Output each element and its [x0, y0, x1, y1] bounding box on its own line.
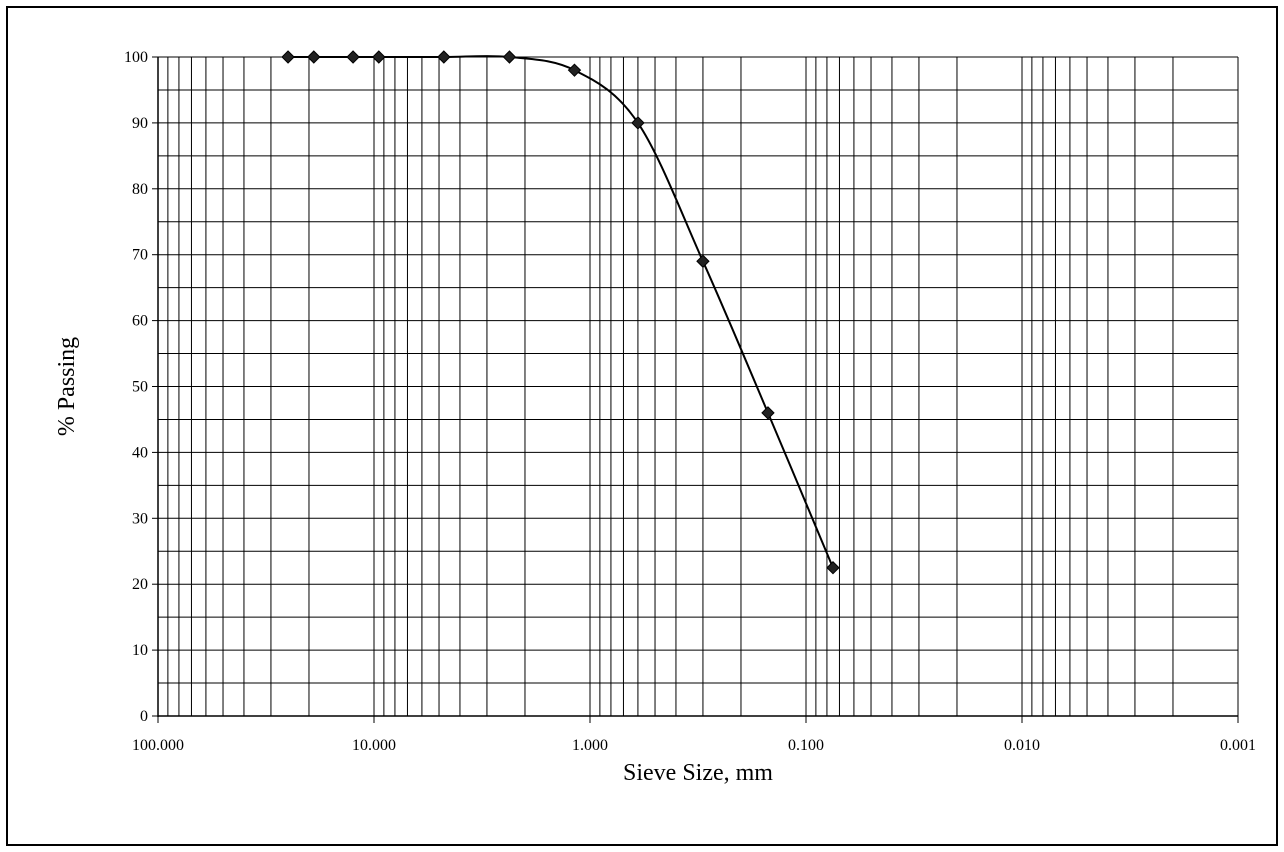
y-tick-label: 0 [140, 708, 148, 725]
data-series [281, 50, 840, 575]
y-tick-label: 90 [132, 115, 148, 132]
data-point-diamond [372, 50, 386, 64]
series-curve [288, 55, 834, 569]
x-tick-label: 0.100 [788, 737, 824, 754]
x-tick-label: 10.000 [352, 737, 396, 754]
y-tick-label: 40 [132, 444, 148, 461]
data-point-diamond [567, 63, 582, 77]
data-point-diamond [826, 561, 840, 575]
data-point-diamond [437, 50, 451, 64]
x-axis-title: Sieve Size, mm [623, 760, 773, 786]
y-tick-label: 50 [132, 379, 148, 396]
chart-frame [6, 6, 1278, 846]
x-tick-label: 0.010 [1004, 737, 1040, 754]
x-tick-label: 1.000 [572, 737, 608, 754]
y-tick-label: 70 [132, 247, 148, 264]
data-point-diamond [761, 406, 775, 420]
data-point-diamond [696, 254, 710, 268]
y-tick-label: 10 [132, 642, 148, 659]
y-tick-label: 20 [132, 576, 148, 593]
data-point-diamond [307, 50, 321, 64]
grid [157, 56, 1239, 717]
data-point-diamond [631, 116, 645, 130]
data-point-diamond [502, 50, 517, 64]
y-tick-label: 80 [132, 181, 148, 198]
data-point-diamond [281, 50, 295, 64]
y-tick-label: 100 [124, 49, 148, 66]
tick-labels: 0 10 20 30 40 50 60 70 80 90 100 100.000 10.000 1.000… [124, 49, 1256, 754]
x-tick-label: 0.001 [1220, 737, 1256, 754]
y-axis-title: % Passing [54, 337, 80, 436]
y-tick-label: 30 [132, 510, 148, 527]
y-tick-label: 60 [132, 313, 148, 330]
x-tick-label: 100.000 [132, 737, 184, 754]
data-point-diamond [346, 50, 360, 64]
axes [152, 56, 1239, 723]
